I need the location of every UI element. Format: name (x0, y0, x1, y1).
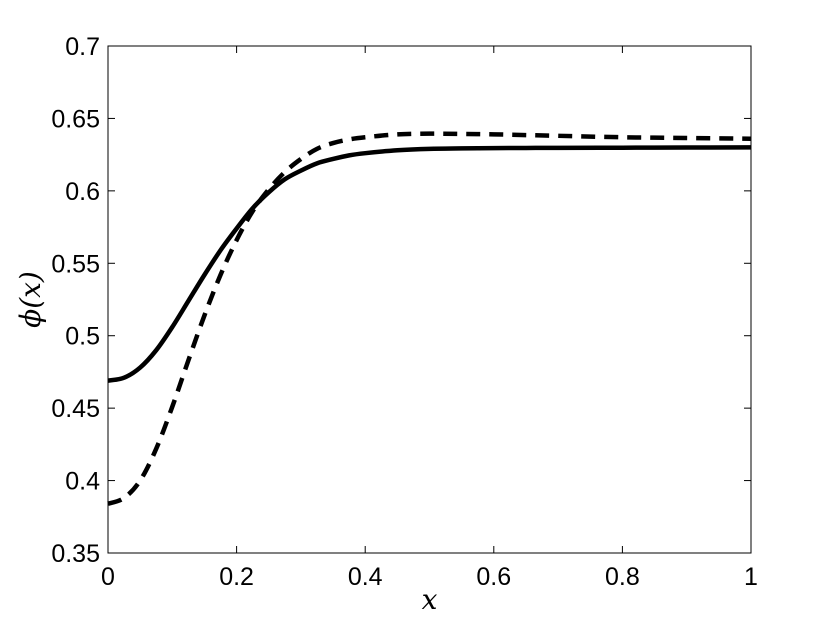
solid-series-line (107, 145, 752, 383)
tick-layer: 0 0.2 0.4 0.6 0.8 1 0.35 0.4 0.45 0.5 0.55 0.6 0.65 0… (51, 33, 758, 591)
y-tick-label: 0.65 (51, 105, 100, 133)
x-tick-label: 1 (744, 563, 758, 591)
y-tick-label: 0.4 (65, 468, 100, 496)
x-tick-label: 0.2 (219, 563, 254, 591)
y-axis-label: ϕ(x) (14, 271, 47, 328)
y-tick-label: 0.55 (51, 250, 100, 278)
x-tick-label: 0.6 (476, 563, 511, 591)
plot-frame (107, 45, 752, 554)
y-tick-label: 0.7 (65, 33, 100, 61)
x-tick-label: 0.8 (605, 563, 640, 591)
x-tick-label: 0 (101, 563, 115, 591)
y-tick-label: 0.5 (65, 323, 100, 351)
y-tick-label: 0.45 (51, 395, 100, 423)
x-tick-label: 0.4 (348, 563, 383, 591)
y-tick-label: 0.6 (65, 178, 100, 206)
dashed-series-line (107, 131, 752, 506)
series-layer (107, 131, 752, 506)
x-axis-label: x (422, 583, 438, 616)
y-tick-label: 0.35 (51, 540, 100, 568)
